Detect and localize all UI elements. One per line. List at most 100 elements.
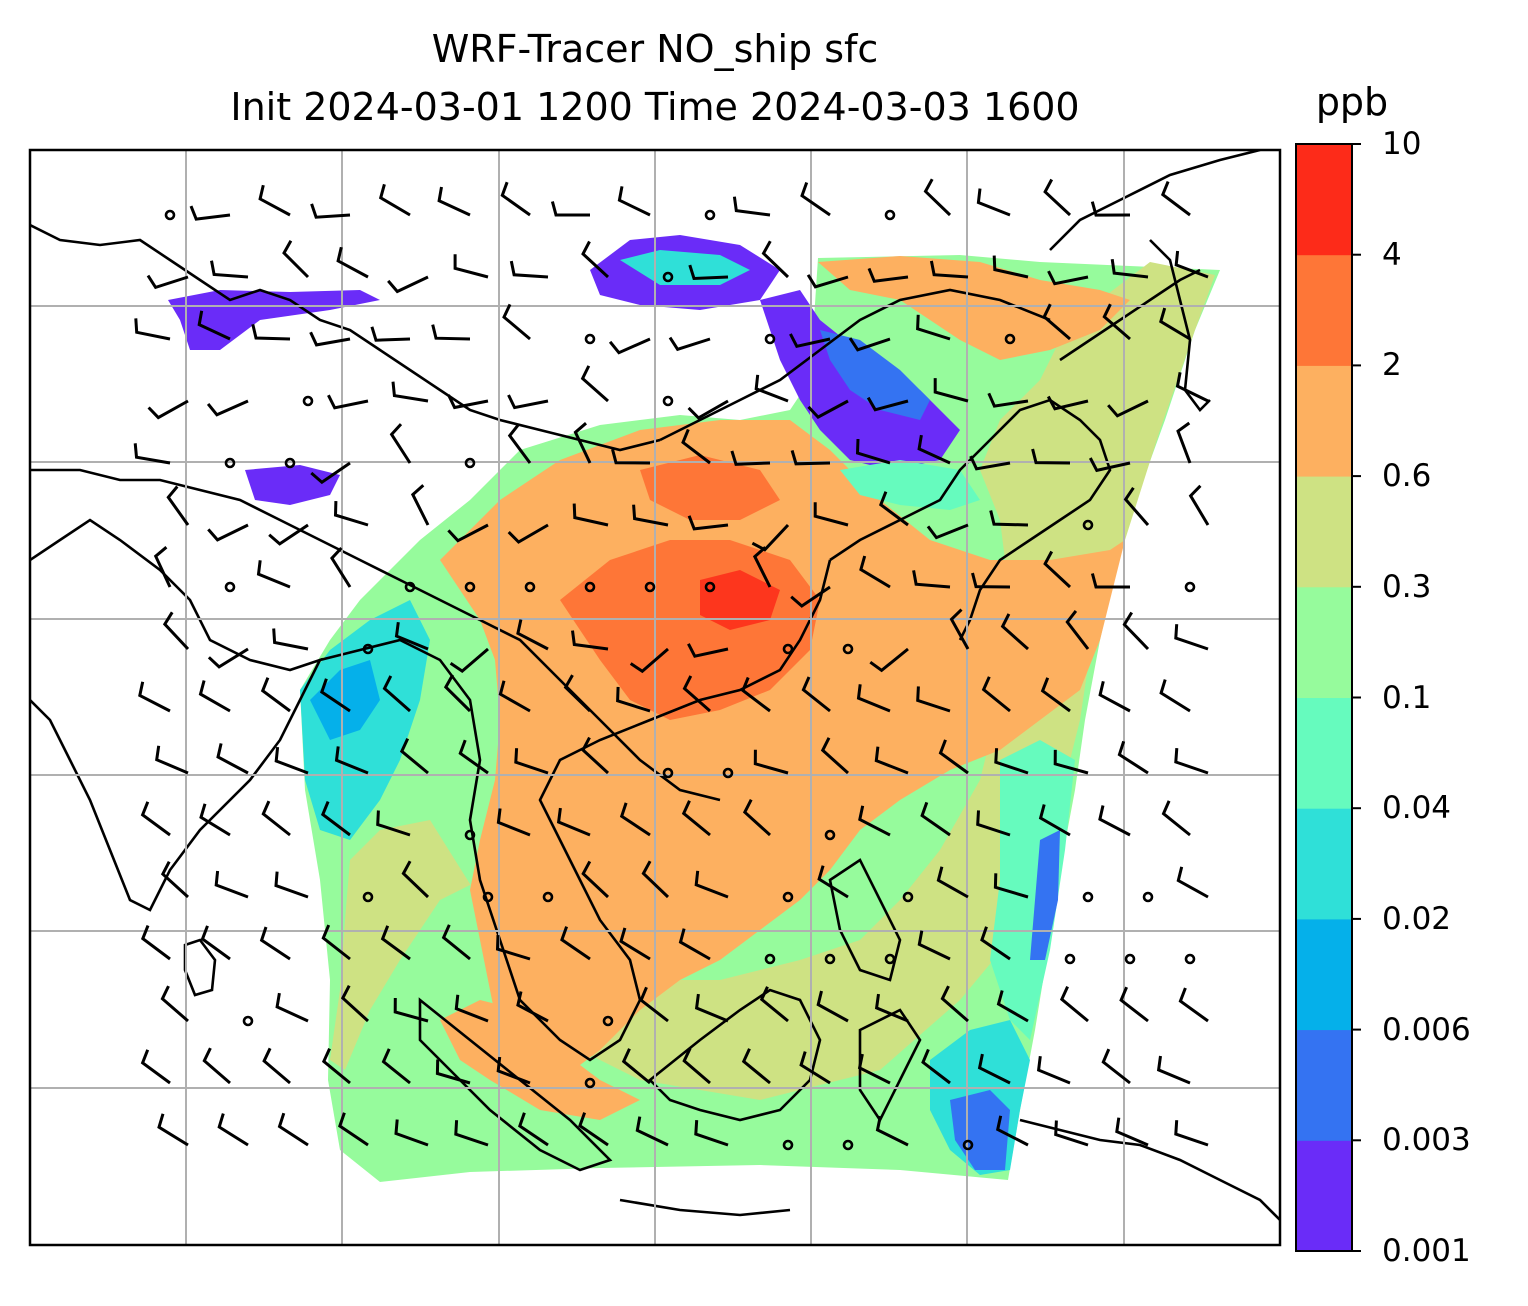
wind-barb <box>1159 307 1191 341</box>
wind-barb <box>619 802 651 837</box>
colorbar-tick-label: 4 <box>1382 236 1402 273</box>
wind-barb <box>217 1113 249 1147</box>
wind-barb <box>921 1048 951 1085</box>
coastline-indochina <box>319 559 832 1062</box>
wind-barb <box>1176 866 1209 899</box>
calm-wind-marker <box>842 1139 854 1151</box>
wind-barb <box>694 870 729 899</box>
wind-barb <box>277 1112 309 1147</box>
wind-barb <box>309 331 351 347</box>
wind-barb <box>859 555 891 589</box>
colorbar-swatch <box>1296 1029 1352 1141</box>
wind-barb <box>799 1051 831 1085</box>
wind-barb <box>140 801 171 837</box>
wind-barb <box>274 746 309 775</box>
wind-barb <box>507 523 549 544</box>
colorbar-swatch <box>1296 697 1352 809</box>
coastline-newguinea <box>1019 1118 1280 1221</box>
wind-barb <box>330 546 352 588</box>
wind-barb <box>162 611 190 651</box>
wind-barb <box>1040 677 1071 713</box>
wind-barb <box>682 675 711 713</box>
field-band-4-10 <box>700 570 780 630</box>
wind-barb <box>1043 550 1072 589</box>
wind-barb <box>210 260 249 279</box>
field-band-0.001-0.003-west2 <box>245 465 340 505</box>
wind-barb <box>1123 486 1150 526</box>
wind-barb <box>394 622 429 651</box>
wind-barb <box>259 926 291 961</box>
calm-wind-marker <box>482 891 494 903</box>
wind-barb <box>790 449 831 466</box>
wind-barb <box>801 676 831 713</box>
wind-barb <box>969 455 1011 471</box>
wind-barb <box>214 870 249 899</box>
calm-wind-marker <box>644 581 656 593</box>
wind-barb <box>333 501 369 527</box>
wind-barb <box>394 1119 429 1147</box>
wind-barb <box>1090 201 1131 217</box>
wind-barb <box>275 992 309 1023</box>
calm-wind-marker <box>704 581 716 593</box>
wind-barb <box>741 676 771 713</box>
calm-wind-marker <box>584 333 596 345</box>
wind-barb <box>502 303 531 341</box>
wind-barb <box>133 443 171 465</box>
wind-barb <box>1098 805 1131 837</box>
wind-barb <box>621 1048 651 1085</box>
wind-barb <box>258 184 291 217</box>
wind-barb <box>556 807 591 837</box>
wind-barb <box>261 800 291 837</box>
wind-barb <box>694 993 729 1023</box>
wind-barb <box>878 491 909 527</box>
colorbar-tick-label: 0.3 <box>1382 568 1432 605</box>
wind-barb <box>732 196 771 217</box>
wind-barb <box>378 183 411 217</box>
calm-wind-marker <box>884 953 896 965</box>
wind-barb <box>327 394 369 410</box>
wind-barb <box>160 985 189 1023</box>
wind-barb <box>160 861 190 899</box>
wind-barb <box>800 181 831 217</box>
calm-wind-marker <box>842 643 854 655</box>
wind-barb <box>560 926 591 961</box>
field-band-0.006-0.02-east <box>1030 830 1060 960</box>
wind-barb <box>581 860 610 899</box>
colorbar-unit-label: ppb <box>1315 80 1389 124</box>
wind-barb <box>694 1120 729 1147</box>
calm-wind-marker <box>1184 581 1196 593</box>
calm-wind-marker <box>542 891 554 903</box>
wind-barb <box>741 1048 771 1085</box>
calm-wind-marker <box>584 581 596 593</box>
wind-barb <box>1122 611 1150 651</box>
wind-barb <box>321 924 351 961</box>
wind-barb <box>272 628 309 651</box>
wind-barb <box>752 546 772 588</box>
wind-barb <box>216 743 249 775</box>
wind-barb <box>1159 679 1191 713</box>
calm-wind-marker <box>722 767 734 779</box>
wind-barb <box>866 396 909 412</box>
wind-barb <box>401 860 430 899</box>
calm-wind-marker <box>524 581 536 593</box>
calm-wind-marker <box>464 829 476 841</box>
wind-barb <box>146 274 189 290</box>
wind-barb <box>563 674 592 713</box>
wind-barb <box>282 240 310 279</box>
border-north <box>659 288 1051 442</box>
field-band-0.04-0.1-east <box>990 740 1075 1040</box>
wind-barb <box>138 681 171 713</box>
wind-barb <box>410 484 430 526</box>
wind-barb <box>498 680 531 713</box>
field-band-2-4-b <box>640 455 780 520</box>
wind-barb <box>949 608 970 650</box>
wind-barb <box>976 810 1011 837</box>
field-band-0.04-0.1-north <box>840 460 980 510</box>
wind-barb <box>1174 624 1209 651</box>
wind-barb <box>507 423 532 464</box>
wind-barb <box>580 365 609 403</box>
wind-barb <box>1043 178 1072 217</box>
colorbar-tick-label: 2 <box>1382 347 1402 384</box>
wind-barb <box>936 866 969 899</box>
wind-barb <box>981 676 1011 713</box>
